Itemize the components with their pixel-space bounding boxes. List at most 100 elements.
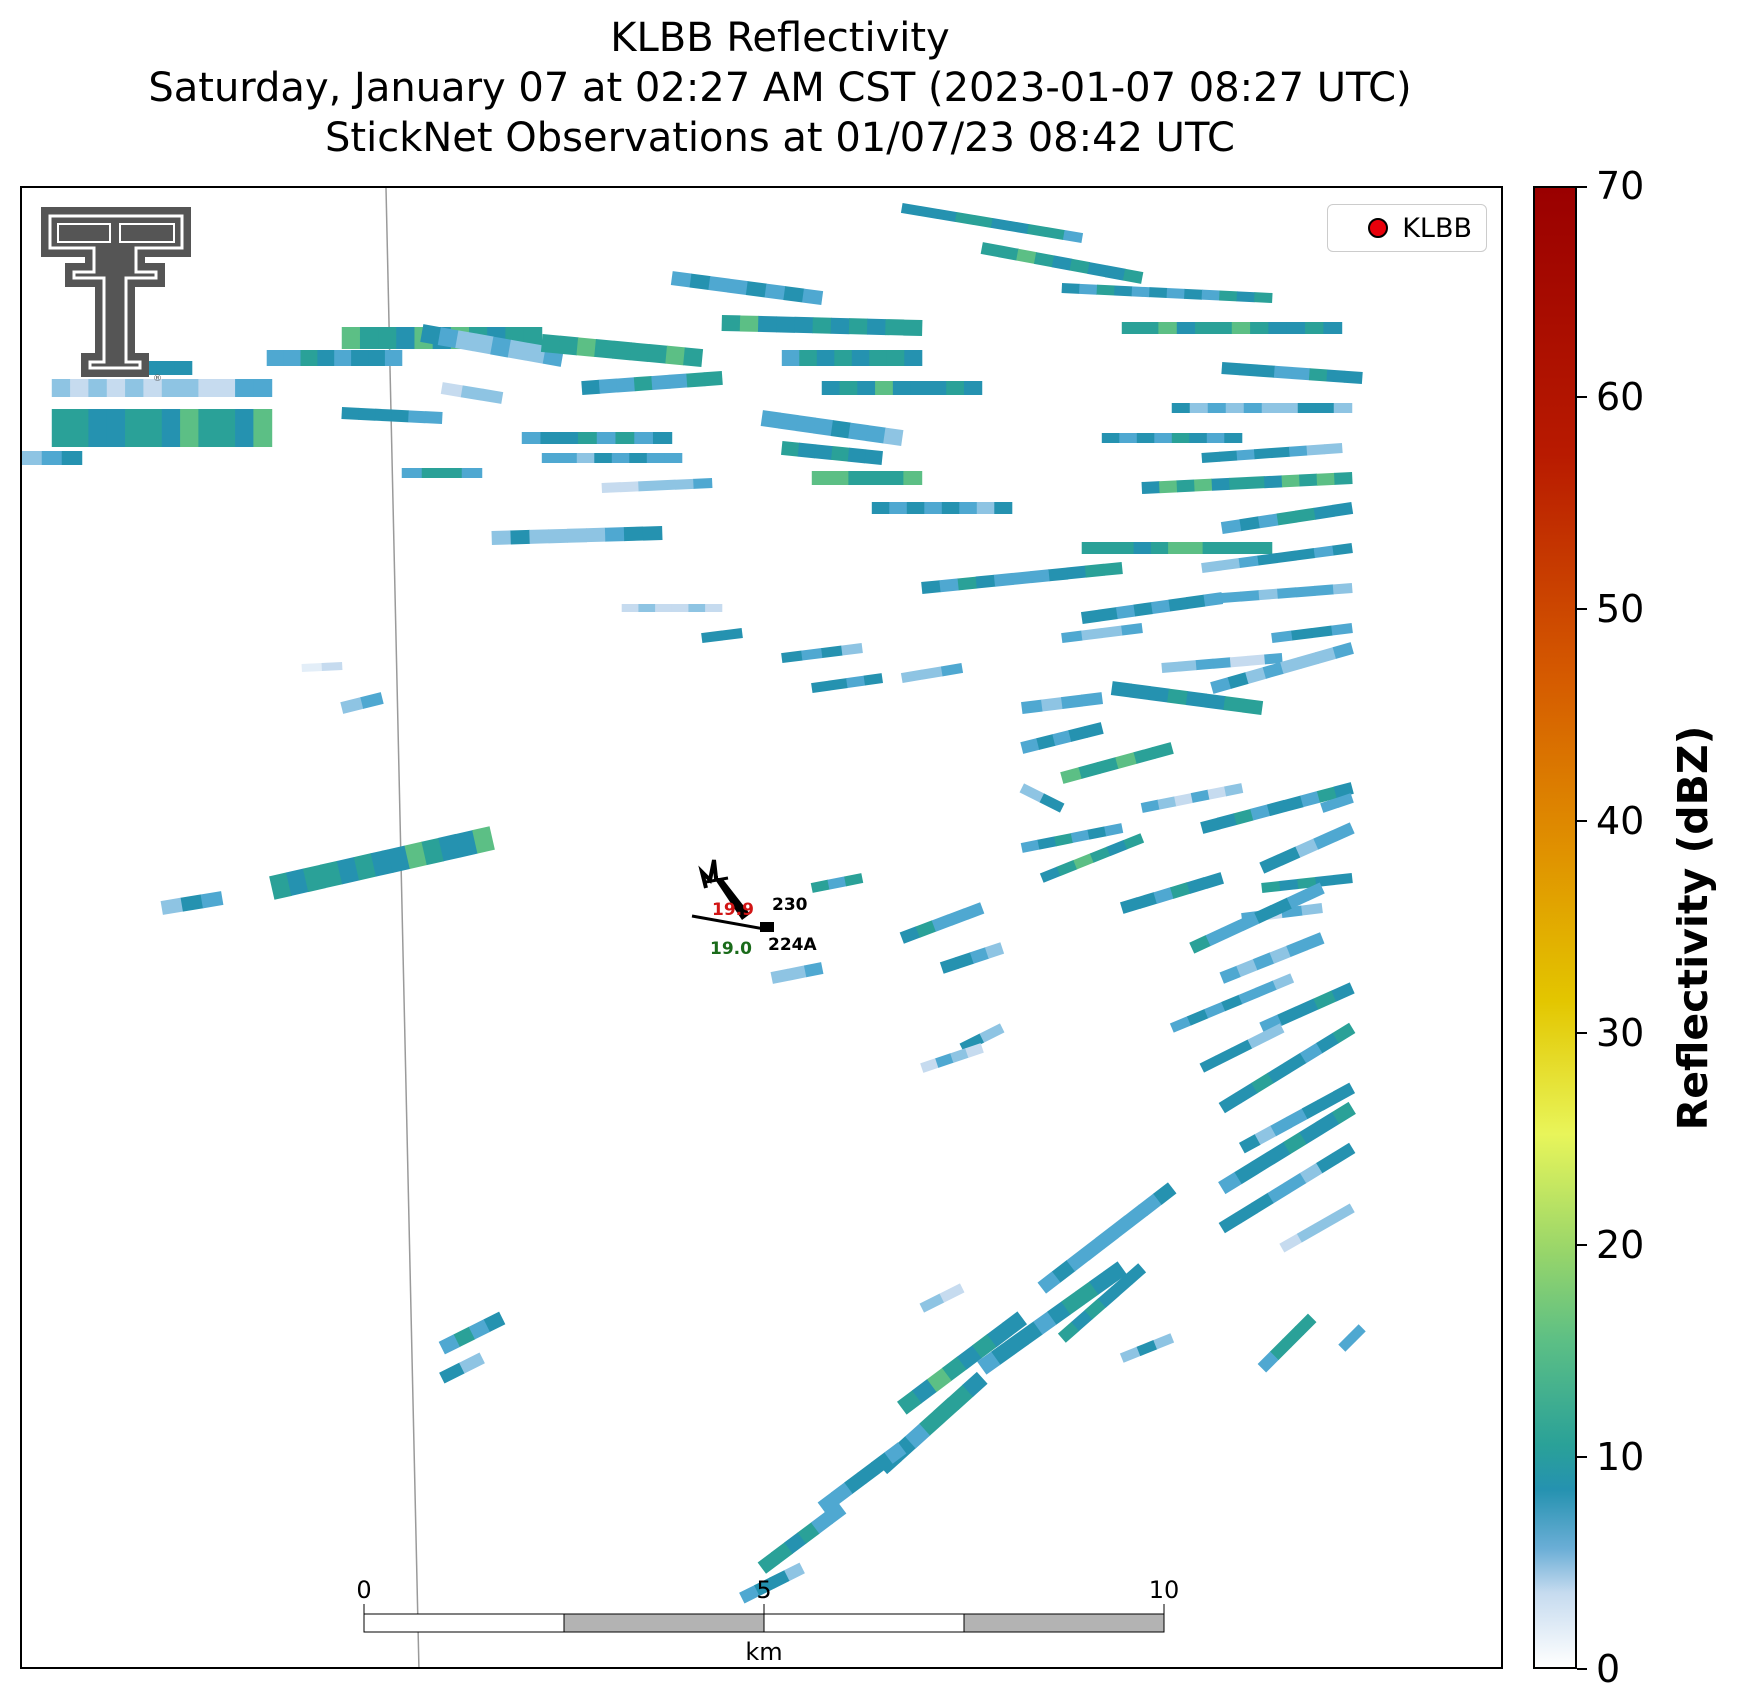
reflectivity-gate xyxy=(1124,1263,1147,1285)
reflectivity-gate xyxy=(941,502,960,514)
reflectivity-gate xyxy=(638,604,656,612)
reflectivity-gate xyxy=(824,1502,847,1524)
reflectivity-gate xyxy=(1220,519,1242,534)
reflectivity-gate xyxy=(507,339,529,361)
reflectivity-gate xyxy=(1313,504,1335,520)
reflectivity-gate xyxy=(321,661,343,672)
reflectivity-gate xyxy=(1316,472,1336,486)
reflectivity-gate xyxy=(801,648,823,661)
reflectivity-gate xyxy=(460,385,484,401)
reflectivity-gate xyxy=(776,316,796,333)
reflectivity-gate xyxy=(926,1367,953,1393)
reflectivity-colorbar xyxy=(1533,186,1577,1669)
station-224A-label: 224A xyxy=(768,935,817,955)
reflectivity-gate xyxy=(857,381,876,395)
colorbar-tick-70 xyxy=(1577,186,1587,188)
reflectivity-gate xyxy=(70,409,89,447)
reflectivity-gate xyxy=(1203,872,1224,889)
reflectivity-gate xyxy=(378,327,397,349)
reflectivity-gate xyxy=(1255,980,1278,997)
reflectivity-gate xyxy=(939,578,960,593)
reflectivity-gate xyxy=(1245,667,1267,684)
reflectivity-gate xyxy=(106,409,126,447)
colorbar-tick-40 xyxy=(1577,820,1587,822)
reflectivity-gate xyxy=(1295,1313,1317,1335)
reflectivity-gate xyxy=(1221,919,1244,939)
reflectivity-gate xyxy=(1229,476,1248,490)
reflectivity-gate xyxy=(1283,1172,1307,1194)
reflectivity-gate xyxy=(1111,1274,1133,1297)
reflectivity-gate xyxy=(963,381,983,395)
scale-unit: km xyxy=(745,1638,782,1666)
reflectivity-gate xyxy=(1140,322,1159,334)
reflectivity-gate xyxy=(1154,433,1173,443)
reflectivity-gate xyxy=(198,409,218,447)
reflectivity-gate xyxy=(1153,887,1174,904)
reflectivity-gate xyxy=(235,379,254,397)
radar-map[interactable]: ® 19.9 230 19.0 224A 0 5 10 xyxy=(20,186,1503,1669)
reflectivity-gate xyxy=(1303,882,1325,902)
reflectivity-gate xyxy=(797,442,817,459)
reflectivity-gate xyxy=(1001,1311,1028,1336)
reflectivity-gate xyxy=(1252,952,1275,971)
reflectivity-gate xyxy=(1087,826,1107,840)
reflectivity-gate xyxy=(757,315,778,333)
station-224A[interactable]: 19.0 224A xyxy=(691,914,817,959)
reflectivity-gate xyxy=(1334,471,1353,485)
reflectivity-gate xyxy=(1218,1212,1242,1234)
reflectivity-gate xyxy=(1178,660,1197,672)
county-boundary-line xyxy=(385,188,420,1667)
reflectivity-gate xyxy=(936,209,958,222)
reflectivity-gate xyxy=(1123,833,1145,850)
reflectivity-gate xyxy=(420,324,442,346)
reflectivity-gate xyxy=(1308,368,1328,382)
reflectivity-gate xyxy=(844,873,864,887)
reflectivity-gate xyxy=(1219,965,1242,984)
reflectivity-gate xyxy=(965,1043,984,1058)
reflectivity-gate xyxy=(1237,542,1255,554)
reflectivity-gate xyxy=(1261,881,1281,893)
reflectivity-gate xyxy=(319,860,343,889)
reflectivity-gate xyxy=(1271,630,1293,644)
reflectivity-gate xyxy=(438,833,462,862)
reflectivity-gate xyxy=(990,218,1012,231)
reflectivity-gate xyxy=(986,1322,1013,1348)
reflectivity-gate xyxy=(1332,502,1354,517)
reflectivity-gate xyxy=(977,1351,1001,1375)
reflectivity-gate xyxy=(156,361,175,375)
reflectivity-gate xyxy=(848,318,868,335)
reflectivity-gate xyxy=(559,453,578,463)
reflectivity-gate xyxy=(358,407,376,421)
reflectivity-gate xyxy=(1033,1311,1057,1335)
reflectivity-gate xyxy=(1084,563,1105,578)
reflectivity-gate xyxy=(301,662,323,673)
reflectivity-gate xyxy=(384,350,403,366)
reflectivity-gate xyxy=(1068,726,1088,742)
reflectivity-gate xyxy=(1061,1291,1085,1315)
reflectivity-gate xyxy=(253,409,273,447)
scale-tick-10: 10 xyxy=(1149,1576,1180,1604)
reflectivity-gate xyxy=(1210,677,1232,694)
reflectivity-gate xyxy=(1223,696,1245,713)
reflectivity-gate xyxy=(885,319,905,336)
reflectivity-gate xyxy=(1270,897,1293,917)
reflectivity-gate xyxy=(1301,903,1323,916)
reflectivity-gate xyxy=(1153,1333,1175,1350)
reflectivity-gate xyxy=(816,350,835,366)
reflectivity-gate xyxy=(811,471,831,485)
reflectivity-gate xyxy=(846,675,866,689)
reflectivity-gate xyxy=(1332,1142,1356,1164)
reflectivity-gate xyxy=(1044,227,1066,240)
reflectivity-gate xyxy=(453,1326,476,1347)
station-230[interactable]: 19.9 230 xyxy=(698,859,808,920)
reflectivity-gate xyxy=(1267,1182,1291,1204)
reflectivity-gate xyxy=(683,347,704,368)
reflectivity-gate xyxy=(1253,447,1273,460)
reflectivity-gate xyxy=(1268,322,1288,334)
reflectivity-gate xyxy=(408,410,426,424)
reflectivity-gate xyxy=(871,502,890,514)
reflectivity-gate xyxy=(688,604,706,612)
reflectivity-gate xyxy=(615,432,635,444)
reflectivity-gate xyxy=(745,281,767,298)
reflectivity-gate xyxy=(70,379,89,397)
